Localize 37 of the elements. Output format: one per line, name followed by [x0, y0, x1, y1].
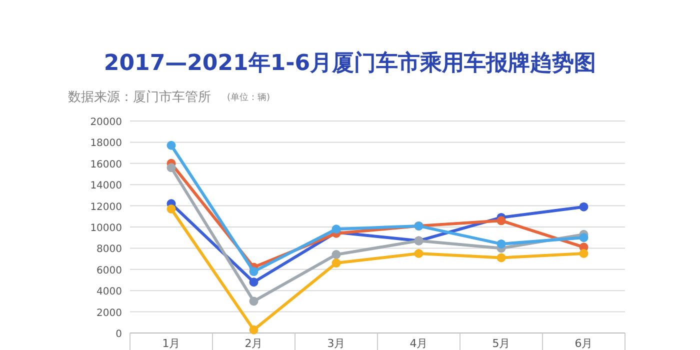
- text: (单位：辆): [227, 92, 270, 103]
- point: [249, 267, 258, 276]
- y-tick-label: 2000: [96, 308, 122, 319]
- point: [249, 278, 258, 287]
- point: [166, 163, 176, 172]
- point: [166, 204, 176, 214]
- point: [579, 202, 588, 212]
- point: [332, 250, 341, 260]
- y-tick-label: 16000: [90, 159, 122, 170]
- y-tick-label: 10000: [90, 223, 122, 234]
- point: [249, 296, 258, 306]
- y-tick-label: 12000: [90, 202, 122, 213]
- y-tick-label: 6000: [96, 265, 122, 276]
- point: [496, 239, 506, 248]
- x-tick-label: 6月: [574, 337, 593, 350]
- point: [414, 249, 424, 258]
- x-tick-label: 1月: [162, 337, 180, 350]
- y-tick-label: 20000: [90, 117, 122, 128]
- point: [579, 233, 588, 242]
- point: [496, 216, 506, 226]
- y-tick-label: 4000: [96, 286, 122, 298]
- y-tick-label: 18000: [90, 138, 122, 150]
- y-tick-label: 0: [116, 329, 122, 340]
- chart-title: 2017—2021年1-6月厦门车市乘用车报牌趋势图: [104, 50, 596, 76]
- x-tick-label: 2月: [244, 337, 263, 350]
- point: [579, 249, 588, 258]
- y-tick-label: 8000: [96, 244, 122, 256]
- y-tick-label: 14000: [90, 180, 122, 192]
- point: [332, 258, 341, 268]
- x-tick-label: 4月: [410, 337, 428, 350]
- point: [249, 325, 258, 334]
- chart-subtitle: 数据来源：厦门市车管所: [68, 89, 211, 105]
- x-tick-label: 5月: [492, 337, 510, 350]
- point: [166, 140, 176, 150]
- x-tick-label: 3月: [327, 337, 346, 350]
- point: [496, 253, 506, 262]
- point: [332, 224, 341, 234]
